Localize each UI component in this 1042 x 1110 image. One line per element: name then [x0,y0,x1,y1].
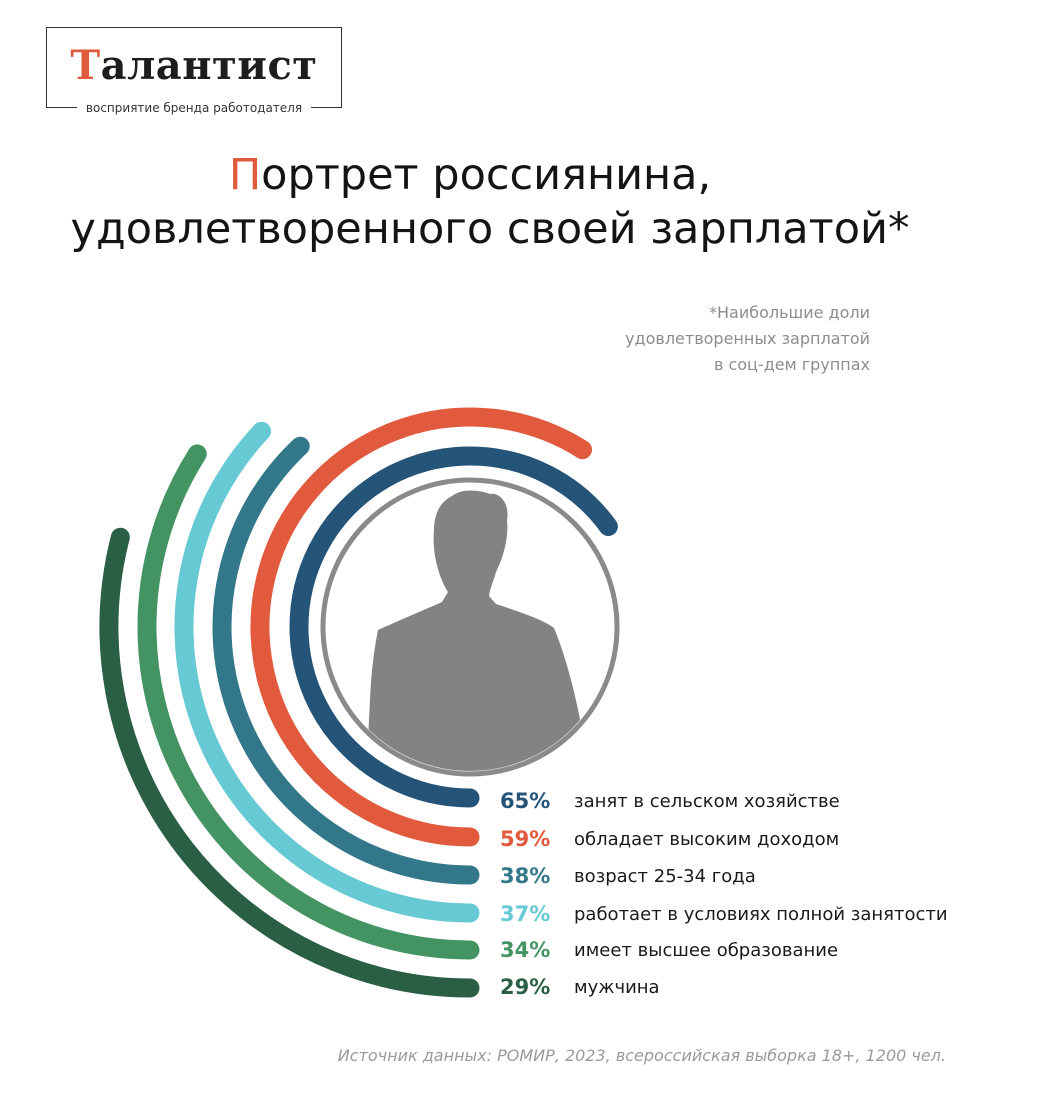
legend-value-2: 38% [500,864,551,888]
legend-label-2: возраст 25-34 года [574,865,756,887]
arc-bar-3 [174,421,480,923]
legend-row-2: 38% возраст 25-34 года [500,861,756,891]
legend-label-5: мужчина [574,976,660,998]
footnote-line-2: удовлетворенных зарплатой [625,329,870,348]
legend-row-4: 34% имеет высшее образование [500,935,838,965]
legend-row-5: 29% мужчина [500,972,660,1002]
footnote-line-3: в соц-дем группах [713,355,870,374]
legend-row-0: 65% занят в сельском хозяйстве [500,786,840,816]
legend-value-3: 37% [500,902,551,926]
footnote-line-1: *Наибольшие доли [709,303,870,322]
logo-first-letter: Т [70,42,101,89]
logo-tagline: восприятие бренда работодателя [77,100,311,116]
legend-label-3: работает в условиях полной занятости [574,903,948,925]
legend-label-0: занят в сельском хозяйстве [574,790,840,812]
logo-name: Талантист [47,42,341,89]
logo-name-rest: алантист [100,42,318,89]
arc-bar-0 [289,446,618,808]
page-title-line-2: удовлетворенного своей зарплатой* [70,204,910,254]
legend-value-1: 59% [500,827,551,851]
footnote: *Наибольшие доли удовлетворенных зарплат… [625,300,870,378]
person-silhouette-icon [366,490,582,771]
title-first-letter: П [228,150,262,200]
title-line-1-rest: ортрет россиянина, [261,150,712,200]
legend-row-3: 37% работает в условиях полной занятости [500,899,948,929]
logo: Талантист восприятие бренда работодателя [46,27,342,116]
arc-bar-2 [212,436,480,885]
legend-label-4: имеет высшее образование [574,939,839,961]
data-source: Источник данных: РОМИР, 2023, всероссийс… [337,1046,946,1065]
arc-bar-1 [250,407,593,847]
page-title-line-1: Портрет россиянина, [40,148,900,202]
legend-value-0: 65% [500,789,551,813]
legend-row-1: 59% обладает высоким доходом [500,824,839,854]
legend-value-5: 29% [500,975,551,999]
arcs-group [99,407,618,998]
portrait-ring [320,477,620,777]
arc-bar-4 [137,444,480,960]
arc-bar-5 [99,527,480,998]
legend-label-1: обладает высоким доходом [574,828,840,850]
legend-value-4: 34% [500,938,551,962]
